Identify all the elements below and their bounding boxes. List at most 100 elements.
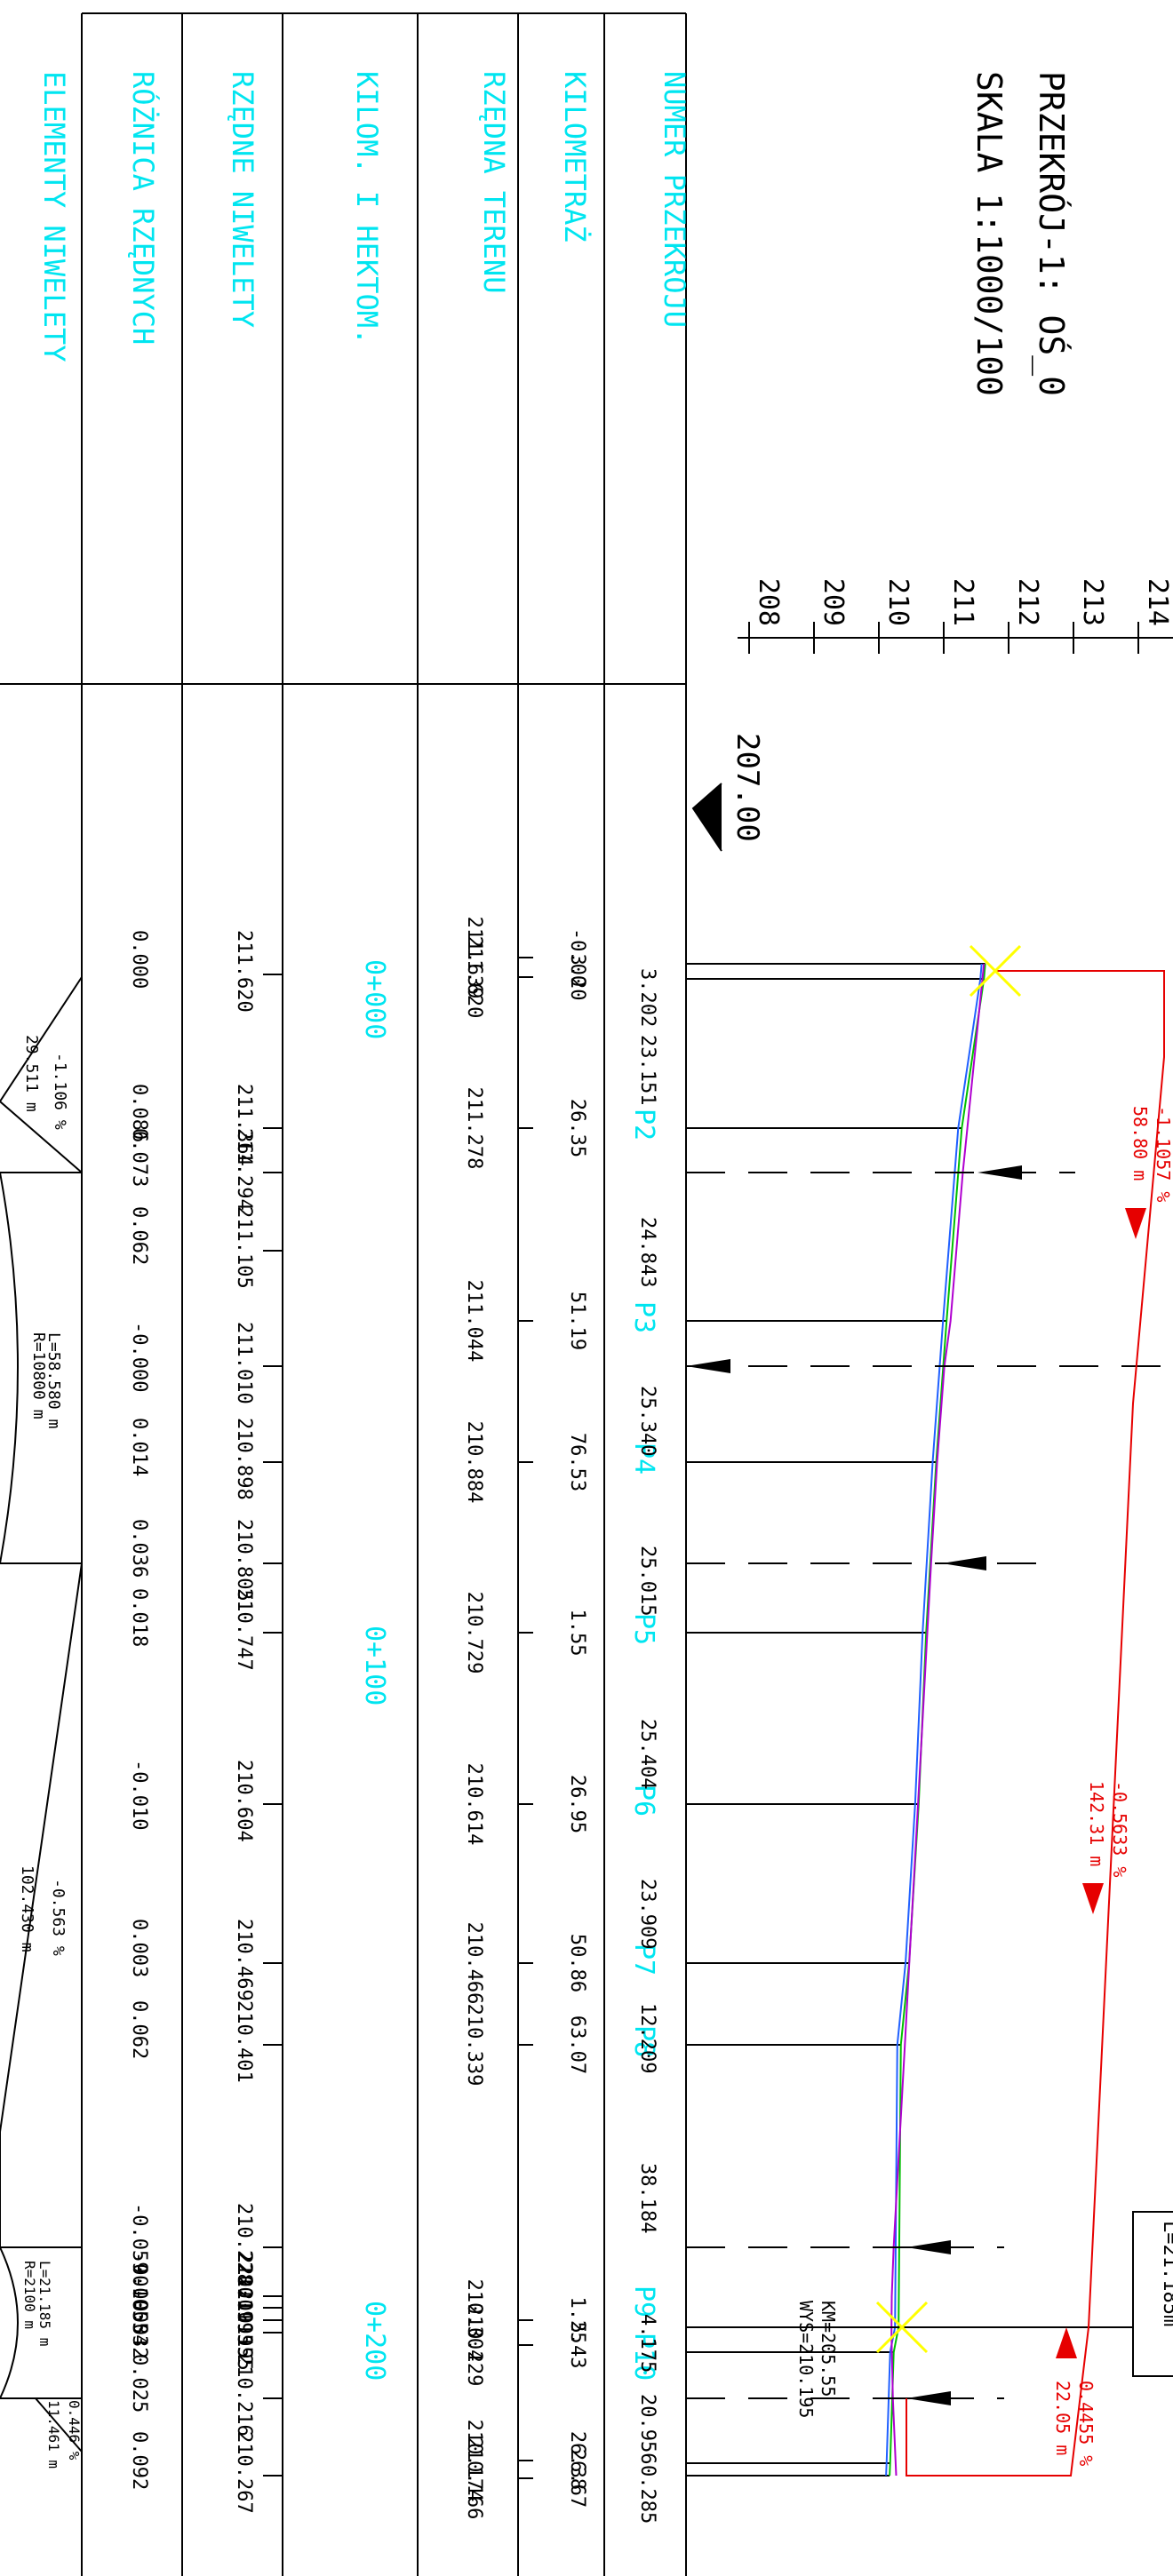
terrain-value: 210.339	[463, 2004, 485, 2087]
niweleta-value: 210.267	[233, 2431, 255, 2514]
station-name-P5: P5	[628, 1613, 659, 1645]
axis-tick-label-208: 208	[753, 578, 784, 626]
datum-label: 207.00	[730, 733, 765, 842]
roznica-value: 0.062	[128, 1206, 150, 1265]
element-curve	[0, 2246, 19, 2399]
terrain-value: 210.304	[463, 2279, 485, 2362]
element-curve	[0, 1172, 19, 1564]
curve-arrow	[978, 1165, 1022, 1180]
axis-tick-label-210: 210	[882, 578, 914, 626]
design-profile-line	[890, 963, 985, 2477]
niweleta-value: 211.105	[233, 1206, 255, 1289]
niweleta-value: 211.620	[233, 930, 255, 1013]
niweleta-value: 210.401	[233, 2000, 255, 2083]
kilometraz-value: 26.67	[566, 2449, 588, 2508]
roznica-value: 0.000	[128, 930, 150, 989]
roznica-value: 0.073	[128, 1128, 150, 1187]
element-curve-radius: R=2100 m	[21, 2261, 38, 2329]
element-shape	[35, 2397, 83, 2453]
title-line-2: SKALA 1:1000/100	[970, 71, 1009, 396]
curve-arrow	[942, 1556, 986, 1570]
element-length: 11.461 m	[45, 2400, 62, 2469]
niweleta-value: 210.195	[233, 2276, 255, 2358]
grade-annotation-length: 142.31 m	[1086, 1781, 1107, 1866]
niweleta-value: 211.364	[233, 1084, 255, 1166]
station-distance: 3.202	[636, 968, 658, 1027]
kilometraz-value: 26.35	[566, 1099, 588, 1157]
terrain-value: 210.229	[463, 2304, 485, 2387]
station-name-P10: P10	[628, 2333, 659, 2381]
station-distance: 12.209	[636, 2003, 658, 2073]
roznica-value: 0.062	[128, 2000, 150, 2059]
terrain-value: 210.166	[463, 2437, 485, 2520]
roznica-value: -0.034	[128, 2276, 150, 2346]
niweleta-value: 210.216	[233, 2354, 255, 2437]
station-name-P8: P8	[628, 2025, 659, 2057]
station-name-P2: P2	[628, 1109, 659, 1141]
kilometraz-value: 63.07	[566, 2015, 588, 2074]
hektom-label: 0+100	[359, 1626, 390, 1705]
drawing-title: PRZEKRÓJ-1: OŚ_0 SKALA 1:1000/100	[970, 71, 1071, 396]
element-grade: -0.563 %	[49, 1879, 68, 1956]
niweleta-value: 210.898	[233, 1418, 255, 1500]
roznica-value: -0.059	[128, 2203, 150, 2273]
grade-arrow	[1056, 2327, 1077, 2358]
station-name-P3: P3	[628, 1301, 659, 1333]
niweleta-value: 210.469	[233, 1919, 255, 2001]
terrain-value: 211.620	[463, 936, 485, 1019]
title-line-1: PRZEKRÓJ-1: OŚ_0	[1031, 71, 1071, 396]
axis-tick-label-214: 214	[1142, 578, 1173, 626]
kilometraz-value: 5.43	[566, 2322, 588, 2369]
row-headers: NUMER PRZEKROJU KILOMETRAŻ RZĘDNA TERENU KI…	[37, 71, 691, 362]
station-distance: 25.404	[636, 1719, 658, 1789]
vertex-marker	[875, 2301, 929, 2354]
row-header-rzedna_terenu: RZĘDNA TERENU	[477, 71, 511, 293]
curve-arrow	[906, 2240, 951, 2254]
kilometraz-value: 26.38	[566, 2431, 588, 2490]
axis-tick-label-209: 209	[818, 578, 849, 626]
niweleta-value: 211.010	[233, 1322, 255, 1404]
grade-line	[906, 970, 1165, 2477]
terrain-line-blue	[885, 963, 983, 2477]
grade-arrow	[1082, 1883, 1104, 1914]
station-distance: 24.843	[636, 1217, 658, 1287]
terrain-value: 210.466	[463, 1922, 485, 2005]
curve-arrow	[906, 2391, 951, 2405]
kilometraz-value: 1.55	[566, 1610, 588, 1657]
element-shape	[0, 976, 83, 1173]
station-distance: 23.909	[636, 1879, 658, 1949]
vertex-km-label: KM=205.55	[818, 2301, 839, 2397]
roznica-value: -0.010	[128, 1760, 150, 1830]
roznica-value: 0.018	[128, 1588, 150, 1647]
kilometraz-value: 26.95	[566, 1775, 588, 1833]
roznica-value: 0.086	[128, 1084, 150, 1142]
axis-tick-label-213: 213	[1077, 578, 1108, 626]
profile-graph: -1.1057 %58.80 m -0.5633 %142.31 m 0.4455 …	[686, 944, 1173, 2477]
terrain-value: 210.174	[463, 2420, 485, 2502]
element-length: 102.430 m	[18, 1865, 36, 1952]
roznica-value: 0.014	[128, 1418, 150, 1476]
niweleta-value: 210.195	[233, 2263, 255, 2346]
kilometraz-value: 51.19	[566, 1292, 588, 1350]
axis-tick-label-212: 212	[1012, 578, 1043, 626]
vertex-wys-label: WYS=210.195	[795, 2301, 817, 2418]
niweleta-value: 210.199	[233, 2252, 255, 2334]
kilometraz-value: 3.20	[566, 954, 588, 1001]
niweleta-value: 210.604	[233, 1760, 255, 1842]
station-name-P7: P7	[628, 1944, 659, 1976]
hektom-label: 0+200	[359, 2301, 390, 2381]
element-curve-length: L=58.580 m	[44, 1332, 63, 1428]
grade-annotation-length: 58.80 m	[1129, 1106, 1151, 1181]
grade-arrow	[1125, 1208, 1146, 1239]
element-shape	[0, 1562, 83, 2247]
station-name-P4: P4	[628, 1443, 659, 1475]
station-distance: 23.151	[636, 1035, 658, 1105]
row-header-kilom_hektom: KILOM. I HEKTOM.	[350, 71, 384, 345]
station-distance: 20.956	[636, 2394, 658, 2464]
station-name-P6: P6	[628, 1785, 659, 1817]
element-curve-radius: R=10800 m	[29, 1332, 48, 1419]
terrain-value: 211.044	[463, 1280, 485, 1363]
row-header-roznica: RÓŻNICA RZĘDNYCH	[126, 71, 161, 345]
vertex-marker	[969, 944, 1022, 998]
grade-annotation-grade: 0.4455 %	[1075, 2381, 1097, 2466]
